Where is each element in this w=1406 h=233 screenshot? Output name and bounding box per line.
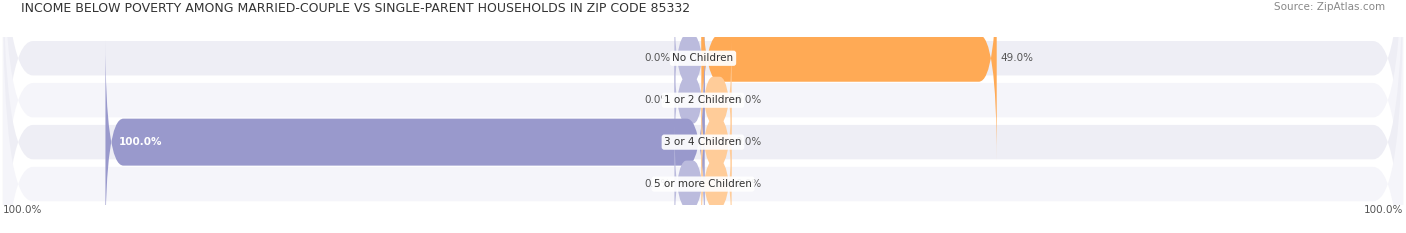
FancyBboxPatch shape: [702, 0, 997, 161]
Text: 49.0%: 49.0%: [1001, 53, 1033, 63]
Text: 5 or more Children: 5 or more Children: [654, 179, 752, 189]
FancyBboxPatch shape: [702, 40, 731, 161]
FancyBboxPatch shape: [3, 0, 1403, 233]
FancyBboxPatch shape: [675, 40, 704, 161]
FancyBboxPatch shape: [675, 0, 704, 119]
FancyBboxPatch shape: [702, 124, 731, 233]
Text: 0.0%: 0.0%: [735, 95, 762, 105]
Text: 0.0%: 0.0%: [644, 53, 671, 63]
FancyBboxPatch shape: [702, 82, 731, 202]
FancyBboxPatch shape: [3, 0, 1403, 233]
Text: Source: ZipAtlas.com: Source: ZipAtlas.com: [1274, 2, 1385, 12]
FancyBboxPatch shape: [105, 40, 704, 233]
FancyBboxPatch shape: [3, 0, 1403, 233]
FancyBboxPatch shape: [675, 124, 704, 233]
Text: 0.0%: 0.0%: [644, 179, 671, 189]
Text: 0.0%: 0.0%: [644, 95, 671, 105]
Text: No Children: No Children: [672, 53, 734, 63]
FancyBboxPatch shape: [3, 0, 1403, 233]
Text: 100.0%: 100.0%: [120, 137, 163, 147]
Text: 0.0%: 0.0%: [735, 179, 762, 189]
Text: INCOME BELOW POVERTY AMONG MARRIED-COUPLE VS SINGLE-PARENT HOUSEHOLDS IN ZIP COD: INCOME BELOW POVERTY AMONG MARRIED-COUPL…: [21, 2, 690, 15]
Text: 100.0%: 100.0%: [3, 205, 42, 215]
Text: 1 or 2 Children: 1 or 2 Children: [664, 95, 742, 105]
Text: 0.0%: 0.0%: [735, 137, 762, 147]
Text: 3 or 4 Children: 3 or 4 Children: [664, 137, 742, 147]
Text: 100.0%: 100.0%: [1364, 205, 1403, 215]
